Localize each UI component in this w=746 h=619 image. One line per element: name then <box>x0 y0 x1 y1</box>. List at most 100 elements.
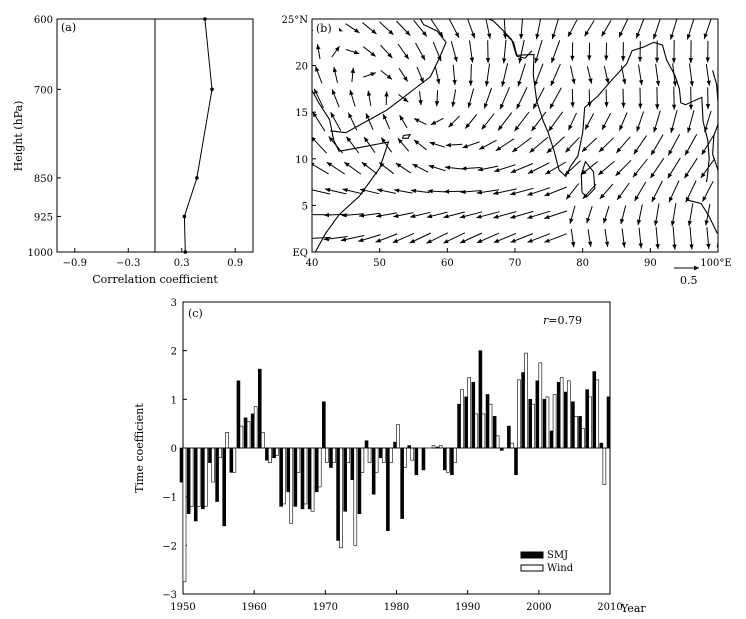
panel-a-label: (a) <box>61 21 76 34</box>
panel-b-label: (b) <box>316 22 332 35</box>
wind-vector-head <box>551 33 556 40</box>
bar-smj <box>478 350 483 449</box>
panel-c-xtick-label: 1950 <box>170 602 195 613</box>
wind-vector-head <box>328 136 334 142</box>
bar-wind <box>595 379 600 449</box>
wind-vector-head <box>469 57 474 63</box>
wind-vector-head <box>493 238 500 243</box>
wind-vector-head <box>483 103 488 109</box>
panel-c-ytick-label: 0 <box>171 444 177 455</box>
bar-smj <box>585 389 589 449</box>
panel-c-ytick-label: −2 <box>162 541 177 552</box>
bar-wind <box>460 389 464 449</box>
wind-vector-head <box>638 103 643 109</box>
wind-vector-head <box>495 146 502 151</box>
bar-wind <box>396 424 400 449</box>
bar-wind <box>253 406 258 449</box>
wind-vector-head <box>670 127 675 133</box>
wind-vector-head <box>598 170 604 175</box>
wind-vector-head <box>633 148 639 155</box>
wind-vector-head <box>616 147 622 153</box>
wind-vector-head <box>405 30 411 36</box>
wind-vector-head <box>376 213 382 218</box>
wind-vector-head <box>531 125 537 132</box>
wind-vector-head <box>636 219 642 225</box>
wind-vector-head <box>689 81 694 87</box>
wind-vector-head <box>570 102 575 108</box>
wind-vector-head <box>386 74 392 80</box>
wind-vector-head <box>548 125 554 132</box>
bar-wind <box>303 447 308 505</box>
wind-vector-head <box>706 243 711 249</box>
wind-vector-head <box>568 124 573 131</box>
wind-vector-head <box>434 101 440 107</box>
wind-vector-head <box>426 239 432 244</box>
bar-wind <box>232 447 237 473</box>
panel-a-ytick-label: 850 <box>34 174 53 185</box>
bar-smj <box>279 447 283 507</box>
bar-smj <box>329 447 333 468</box>
bar-smj <box>222 447 227 527</box>
wind-vector-head <box>637 57 643 62</box>
wind-vector-head <box>544 238 550 243</box>
wind-vector-head <box>586 217 591 224</box>
wind-vector-head <box>672 81 677 87</box>
bar-smj <box>450 447 454 476</box>
wind-vector-head <box>687 220 692 227</box>
wind-vector-head <box>381 137 386 143</box>
wind-vector-head <box>570 55 575 61</box>
wind-vector-head <box>617 194 622 200</box>
wind-vector-head <box>325 187 331 193</box>
wind-vector-head <box>481 124 487 130</box>
wind-vector-head <box>602 124 607 130</box>
wind-vector-head <box>312 136 316 142</box>
panel-b-xtick-label: 90 <box>644 258 657 269</box>
bar-wind <box>467 377 471 449</box>
wind-vector-head <box>619 31 624 38</box>
wind-vector-head <box>568 31 573 37</box>
wind-vector-head <box>545 169 551 175</box>
wind-vector-head <box>599 193 605 199</box>
wind-vector-head <box>468 80 473 86</box>
wind-vector-head <box>701 149 707 155</box>
bar-smj <box>272 447 276 459</box>
panel-c-ylabel: Time coefficient <box>133 403 146 493</box>
panel-c-xtick-label: 1970 <box>313 602 338 613</box>
panel-a-ytick-label: 925 <box>34 212 53 223</box>
bar-smj <box>549 430 554 449</box>
wind-vector-head <box>636 32 641 39</box>
bar-smj <box>414 447 419 476</box>
panel-b-wind-map: (b) 40 50 60 70 80 90 100°E EQ 5 10 15 20 25°N 0.5 <box>282 15 732 287</box>
bar-wind <box>239 425 244 449</box>
panel-c-ytick-label: 2 <box>171 347 177 358</box>
wind-vector-head <box>603 218 608 224</box>
wind-vector-head <box>566 194 571 200</box>
wind-vector-head <box>314 88 319 95</box>
bar-wind <box>488 403 493 449</box>
panel-a-ytick-label: 600 <box>34 15 53 26</box>
bar-wind <box>339 447 343 549</box>
panel-b-xtick-label: 50 <box>373 258 386 269</box>
panel-b-xtick-label: 70 <box>509 258 522 269</box>
wind-vector-head <box>669 34 675 40</box>
wind-vector-head <box>414 118 420 123</box>
panel-b-xtick-label: 80 <box>576 258 589 269</box>
wind-vector-head <box>565 147 571 153</box>
bar-wind <box>574 416 578 449</box>
panel-a-xlabel: Correlation coefficient <box>92 273 218 286</box>
wind-vector-head <box>633 171 638 178</box>
bar-wind <box>246 420 251 449</box>
bar-wind <box>310 447 315 512</box>
bar-wind <box>474 413 479 449</box>
wind-vector-head <box>452 79 457 85</box>
wind-vector-head <box>604 55 609 61</box>
wind-vector-head <box>587 241 593 247</box>
wind-vector-head <box>502 58 507 64</box>
bar-smj <box>378 447 383 459</box>
legend-label-smj: SMJ <box>547 550 568 561</box>
bar-smj <box>564 391 568 449</box>
bar-wind <box>225 432 229 449</box>
wind-vector-head <box>585 124 590 130</box>
panel-c-xtick-label: 2010 <box>597 602 622 613</box>
